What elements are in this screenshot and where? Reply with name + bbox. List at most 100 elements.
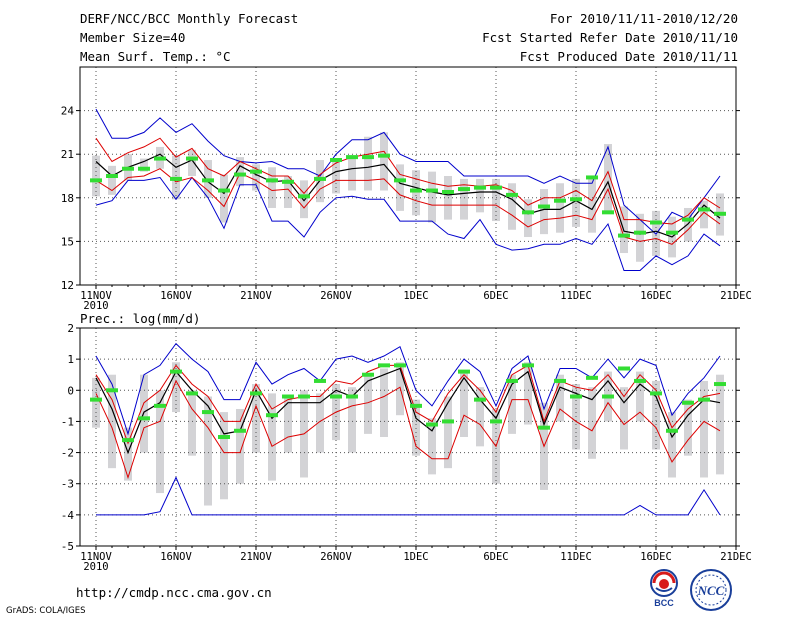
temp-median-bar xyxy=(330,158,342,163)
temp-median-bar xyxy=(266,178,278,183)
temp-x-tick-label: 11NOV xyxy=(80,290,112,302)
prec-median-bar xyxy=(154,403,166,408)
temp-spread-box xyxy=(364,136,372,191)
prec-median-bar xyxy=(138,416,150,421)
temp-spread-box xyxy=(220,174,228,223)
temp-x-tick-label: 21NOV xyxy=(240,290,272,302)
prec-y-tick-label: 0 xyxy=(67,384,74,397)
temp-spread-box xyxy=(540,189,548,235)
prec-spread-box xyxy=(188,390,196,456)
temp-spread-box xyxy=(476,178,484,213)
temp-median-bar xyxy=(218,188,230,193)
prec-spread-box xyxy=(524,362,532,425)
temp-y-tick-label: 12 xyxy=(61,279,74,292)
temp-spread-box xyxy=(700,200,708,229)
prec-spread-box xyxy=(652,380,660,450)
prec-spread-box xyxy=(92,377,100,428)
temp-spread-box xyxy=(524,199,532,238)
prec-median-bar xyxy=(282,394,294,399)
prec-median-bar xyxy=(602,394,614,399)
temp-median-bar xyxy=(586,175,598,180)
prec-median-bar xyxy=(394,363,406,368)
prec-median-bar xyxy=(698,397,710,402)
prec-median-bar xyxy=(490,419,502,424)
temp-spread-box xyxy=(636,213,644,262)
temp-median-bar xyxy=(234,172,246,177)
member-size-label: Member Size=40 xyxy=(80,30,186,45)
temp-spread-box xyxy=(332,160,340,194)
prec-median-bar xyxy=(410,403,422,408)
prec-spread-box xyxy=(236,408,244,484)
prec-y-tick-label: -1 xyxy=(61,415,74,428)
temp-median-bar xyxy=(90,178,102,183)
temp-median-bar xyxy=(682,217,694,222)
temp-spread-box xyxy=(108,165,116,195)
bcc-logo-text: BCC xyxy=(654,598,674,608)
prec-spread-box xyxy=(268,393,276,481)
variable-label: Mean Surf. Temp.: °C xyxy=(80,49,231,64)
temp-median-bar xyxy=(634,230,646,235)
temp-min-line xyxy=(95,176,721,271)
temp-median-bar xyxy=(394,178,406,183)
temp-spread-box xyxy=(460,178,468,220)
prec-lower-line xyxy=(95,379,721,480)
precip-panel-title: Prec.: log(mm/d) xyxy=(80,311,200,326)
prec-median-bar xyxy=(362,372,374,377)
prec-y-tick-label: 1 xyxy=(67,353,74,366)
temp-spread-box xyxy=(412,170,420,216)
grads-credit: GrADS: COLA/IGES xyxy=(6,606,86,616)
temp-spread-box xyxy=(556,183,564,233)
prec-x-tick-label: 16DEC xyxy=(640,551,672,563)
temp-median-bar xyxy=(714,211,726,216)
bcc-logo: BCC xyxy=(650,569,678,608)
temp-median-bar xyxy=(490,185,502,190)
prec-spread-box xyxy=(156,390,164,494)
source-url[interactable]: http://cmdp.ncc.cma.gov.cn xyxy=(76,585,272,600)
temp-median-bar xyxy=(426,188,438,193)
prec-max-line xyxy=(95,342,721,436)
temp-spread-box xyxy=(140,158,148,172)
temp-spread-box xyxy=(348,157,356,191)
prec-median-bar xyxy=(522,363,534,368)
prec-spread-box xyxy=(700,380,708,478)
temp-median-bar xyxy=(666,230,678,235)
prec-median-bar xyxy=(106,388,118,393)
temp-median-bar xyxy=(378,153,390,158)
temp-y-tick-label: 24 xyxy=(61,105,75,118)
prec-median-bar xyxy=(202,410,214,415)
prec-median-bar xyxy=(298,394,310,399)
prec-median-bar xyxy=(538,425,550,430)
prec-spread-box xyxy=(412,399,420,456)
temp-median-bar xyxy=(186,156,198,161)
temp-median-bar xyxy=(474,185,486,190)
prec-spread-box xyxy=(284,396,292,453)
temp-y-tick-label: 21 xyxy=(61,148,74,161)
prec-mean-line xyxy=(95,367,721,455)
prec-median-bar xyxy=(314,378,326,383)
prec-median-bar xyxy=(346,394,358,399)
temp-median-bar xyxy=(122,166,134,171)
prec-spread-box xyxy=(428,418,436,475)
forecast-produced-label: Fcst Produced Date 2010/11/11 xyxy=(519,49,738,64)
prec-spread-box xyxy=(476,387,484,447)
prec-median-bar xyxy=(426,422,438,427)
prec-x-tick-label: 16NOV xyxy=(160,551,192,563)
prec-y-tick-label: -3 xyxy=(61,478,74,491)
prec-spread-box xyxy=(636,371,644,422)
temp-spread-box xyxy=(380,132,388,191)
prec-y-tick-label: -4 xyxy=(61,509,75,522)
prec-spread-box xyxy=(460,371,468,437)
temp-mean-line xyxy=(95,153,721,238)
prec-spread-box xyxy=(668,412,676,478)
prec-spread-box xyxy=(444,396,452,469)
prec-spread-box xyxy=(220,412,228,500)
prec-x-tick-label: 1DEC xyxy=(403,551,428,563)
temp-median-bar xyxy=(698,207,710,212)
temp-spread-box xyxy=(252,164,260,191)
temp-median-bar xyxy=(618,233,630,238)
prec-grid xyxy=(80,327,737,546)
prec-x-tick-label: 11DEC xyxy=(560,551,592,563)
prec-x-tick-label: 21DEC xyxy=(720,551,752,563)
temp-y-tick-label: 15 xyxy=(61,235,74,248)
